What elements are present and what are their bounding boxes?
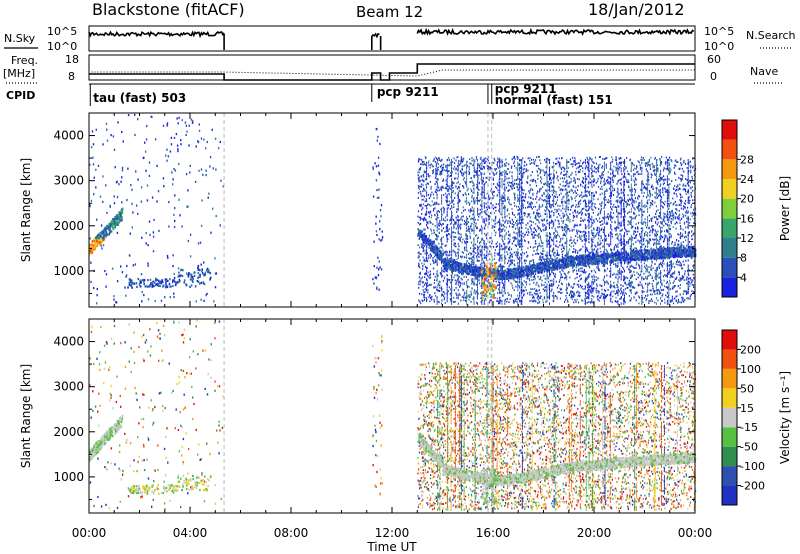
colorbar-cell <box>722 159 737 179</box>
colorbar-cell <box>722 179 737 199</box>
freq-panel: 18 8 60 0 <box>65 53 721 83</box>
x-tick-label: 08:00 <box>274 526 309 540</box>
nsearch-label: N.Search <box>746 29 796 42</box>
colorbar-cell <box>722 466 737 486</box>
noise-tick-right-bottom: 10^0 <box>704 40 734 53</box>
colorbar-cell <box>722 330 737 350</box>
colorbar-cell <box>722 238 737 258</box>
noise-tick-right-top: 10^5 <box>704 25 734 38</box>
colorbar-tick-label: 16 <box>740 212 754 225</box>
freq-trace <box>89 63 695 81</box>
y-tick-label: 4000 <box>53 129 84 143</box>
y-tick-label: 2000 <box>53 425 84 439</box>
colorbar-tick-label: 4 <box>740 271 747 284</box>
colorbar-tick-label: 50 <box>740 382 754 395</box>
cpid-label-1: pcp 9211 <box>377 85 439 99</box>
noise-tick-left-top: 10^5 <box>47 25 77 38</box>
colorbar-cell <box>722 198 737 219</box>
cpid-label: CPID <box>6 89 35 102</box>
colorbar-label: Power [dB] <box>778 176 792 241</box>
x-tick-label: 12:00 <box>375 526 410 540</box>
cpid-label-2: pcp 9211 <box>495 82 557 96</box>
colorbar-cell <box>722 218 737 238</box>
y-tick-label: 1000 <box>53 264 84 278</box>
colorbar: 4 8 12 16 20 24 28 Power [dB] <box>721 119 792 298</box>
freq-tick-right-bottom: 0 <box>710 70 717 83</box>
colorbar-tick-label: -100 <box>740 460 765 473</box>
x-tick-label: 00:00 <box>72 526 107 540</box>
freq-label-top: Freq. <box>11 54 38 67</box>
x-tick-label: 04:00 <box>173 526 208 540</box>
noise-trace <box>88 27 695 50</box>
cpid-label-3: normal (fast) 151 <box>495 93 613 107</box>
colorbar: 200 100 50 15 -15 -50 -100 -200 Velocity [m s⁻¹] <box>721 329 792 506</box>
colorbar-tick-label: 15 <box>740 402 754 415</box>
colorbar-cell <box>722 139 737 160</box>
data-cloud <box>89 319 697 511</box>
x-tick-label: 16:00 <box>476 526 511 540</box>
colorbar-frame <box>721 119 738 298</box>
colorbar-cell <box>722 277 737 297</box>
y-tick-label: 3000 <box>53 380 84 394</box>
colorbar-cell <box>722 485 737 505</box>
time-axis: 00:00 04:00 08:00 12:00 16:00 20:00 00:00 <box>72 526 713 540</box>
noise-panel: 10^5 10^0 10^5 10^0 <box>47 25 734 53</box>
colorbar-cell <box>722 257 737 278</box>
colorbar-cell <box>722 120 737 140</box>
time-axis-label: Time UT <box>366 540 417 554</box>
velocity-panel: 1000 2000 3000 4000 Slant Range [km] 200 100 50… <box>19 318 792 514</box>
beam-title: Beam 12 <box>356 3 423 21</box>
freq-label-bottom: [MHz] <box>3 67 35 80</box>
y-axis-label: Slant Range [km] <box>19 158 33 262</box>
colorbar-tick-label: 28 <box>740 153 754 166</box>
colorbar-tick-label: 200 <box>740 343 761 356</box>
colorbar-cell <box>722 407 737 428</box>
colorbar-tick-label: 100 <box>740 363 761 376</box>
date-title: 18/Jan/2012 <box>588 0 685 19</box>
nave-trace <box>91 69 695 77</box>
y-tick-label: 1000 <box>53 470 84 484</box>
colorbar-label: Velocity [m s⁻¹] <box>778 371 792 464</box>
colorbar-tick-label: -50 <box>740 441 758 454</box>
colorbar-tick-label: 20 <box>740 193 754 206</box>
colorbar-frame <box>721 329 738 506</box>
colorbar-tick-label: 12 <box>740 232 754 245</box>
cpid-label-0: tau (fast) 503 <box>93 91 186 105</box>
y-tick-label: 2000 <box>53 219 84 233</box>
x-tick-label: 20:00 <box>577 526 612 540</box>
station-title: Blackstone (fitACF) <box>92 0 245 19</box>
y-tick-label: 4000 <box>53 335 84 349</box>
freq-tick-left-bottom: 8 <box>68 70 75 83</box>
freq-tick-right-top: 60 <box>707 53 721 66</box>
y-tick-label: 3000 <box>53 174 84 188</box>
colorbar-cell <box>722 427 737 447</box>
colorbar-tick-label: -200 <box>740 480 765 493</box>
colorbar-tick-label: 24 <box>740 173 754 186</box>
nsky-label: N.Sky <box>4 32 36 45</box>
colorbar-cell <box>722 349 737 369</box>
x-tick-label: 00:00 <box>678 526 713 540</box>
colorbar-cell <box>722 388 737 408</box>
colorbar-cell <box>722 446 737 467</box>
nave-label: Nave <box>750 65 778 78</box>
noise-tick-left-bottom: 10^0 <box>47 40 77 53</box>
colorbar-tick-label: 8 <box>740 252 747 265</box>
power-panel: 1000 2000 3000 4000 Slant Range [km] 4 8 12 16 20… <box>19 112 792 308</box>
colorbar-cell <box>722 368 737 389</box>
freq-tick-left-top: 18 <box>65 53 79 66</box>
data-cloud <box>89 113 697 305</box>
colorbar-tick-label: -15 <box>740 421 758 434</box>
y-axis-label: Slant Range [km] <box>19 364 33 468</box>
